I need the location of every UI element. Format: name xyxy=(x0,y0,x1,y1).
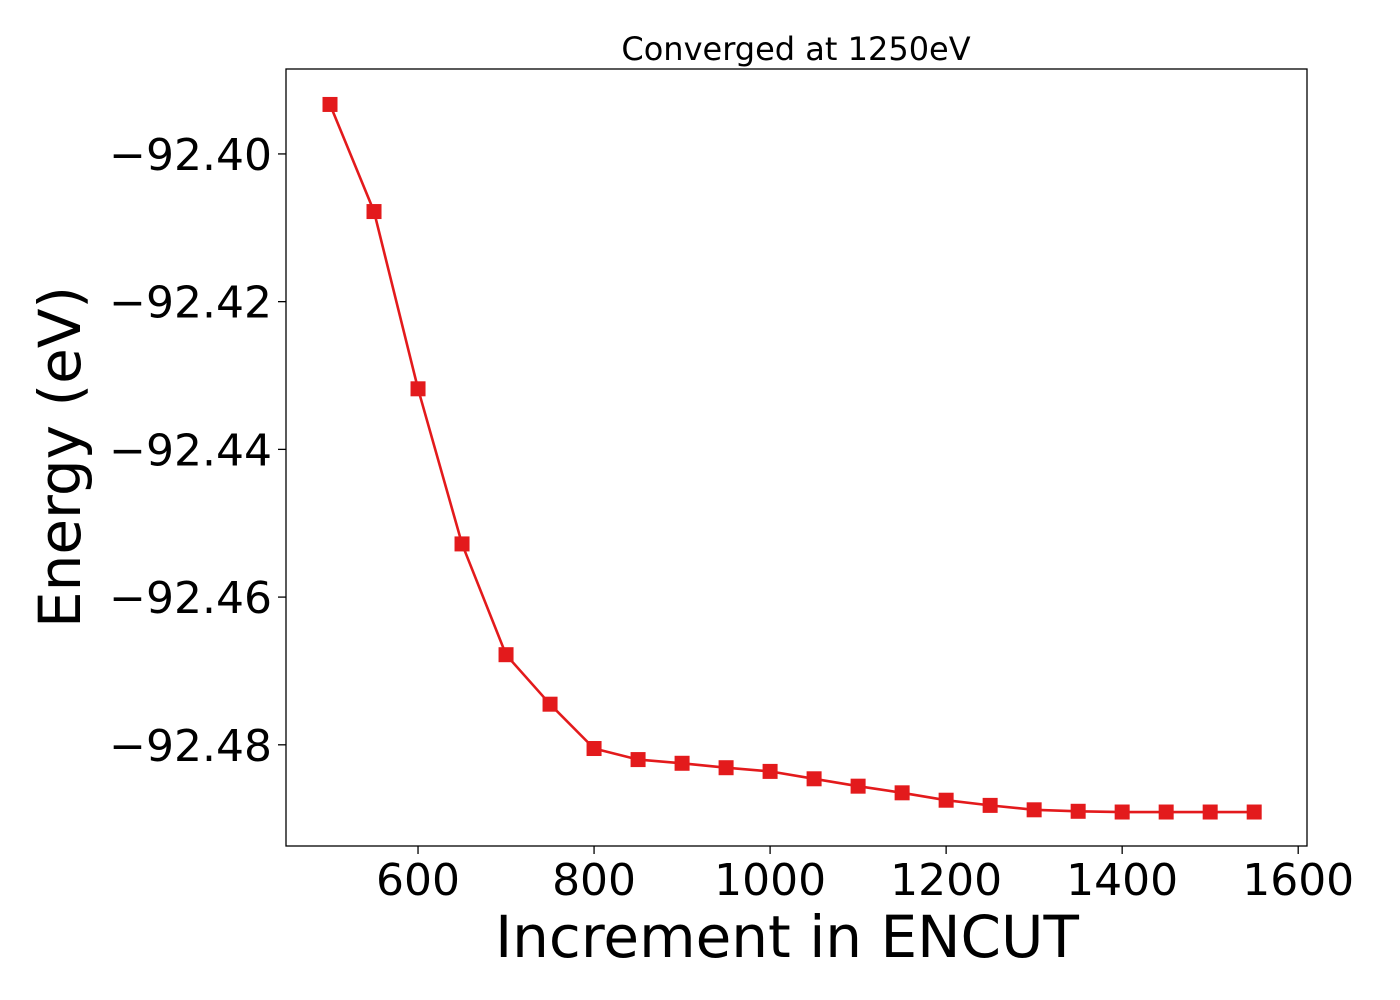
plot-area xyxy=(285,68,1308,847)
data-point xyxy=(542,696,558,712)
data-point xyxy=(322,96,338,112)
data-point xyxy=(1246,804,1262,820)
chart-title: Converged at 1250eV xyxy=(621,30,970,68)
x-tick-label: 1400 xyxy=(1066,855,1178,906)
y-tick-label: −92.46 xyxy=(109,573,272,624)
data-point xyxy=(894,785,910,801)
data-point xyxy=(498,647,514,663)
y-tick-label: −92.48 xyxy=(109,721,272,772)
data-point xyxy=(674,755,690,771)
data-point xyxy=(366,204,382,220)
data-point xyxy=(1114,804,1130,820)
plot-border xyxy=(285,68,1308,847)
y-axis-label: Energy (eV) xyxy=(26,286,94,628)
y-tick-label: −92.44 xyxy=(109,425,272,476)
data-point xyxy=(1070,803,1086,819)
x-tick-label: 1600 xyxy=(1242,855,1354,906)
data-point xyxy=(850,778,866,794)
x-axis: 600 800 1000 1200 1400 1600 xyxy=(376,846,1354,906)
data-point xyxy=(806,771,822,787)
x-tick-label: 600 xyxy=(376,855,460,906)
y-tick-label: −92.40 xyxy=(109,130,272,181)
data-point xyxy=(718,760,734,776)
data-point xyxy=(1026,802,1042,818)
data-point xyxy=(982,797,998,813)
data-point xyxy=(1158,804,1174,820)
y-tick-label: −92.42 xyxy=(109,278,272,329)
x-tick-label: 1200 xyxy=(890,855,1002,906)
data-point xyxy=(454,536,470,552)
series-energy xyxy=(322,96,1262,820)
series-line xyxy=(328,103,1255,814)
y-axis: −92.40 −92.42 −92.44 −92.46 −92.48 xyxy=(109,130,286,772)
x-axis-label: Increment in ENCUT xyxy=(495,903,1079,971)
data-point xyxy=(586,741,602,757)
data-point xyxy=(938,792,954,808)
data-point xyxy=(762,763,778,779)
data-point xyxy=(630,752,646,768)
data-point xyxy=(1202,804,1218,820)
data-point xyxy=(410,381,426,397)
x-tick-label: 1000 xyxy=(714,855,826,906)
x-tick-label: 800 xyxy=(552,855,636,906)
